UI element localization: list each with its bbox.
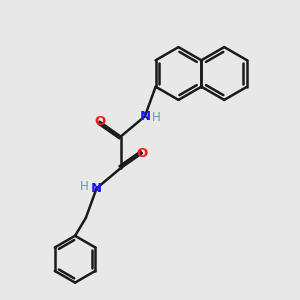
Text: O: O bbox=[94, 115, 105, 128]
Text: N: N bbox=[91, 182, 102, 195]
Text: H: H bbox=[152, 111, 161, 124]
Text: H: H bbox=[80, 180, 89, 193]
Text: O: O bbox=[136, 147, 148, 160]
Text: N: N bbox=[139, 110, 150, 123]
